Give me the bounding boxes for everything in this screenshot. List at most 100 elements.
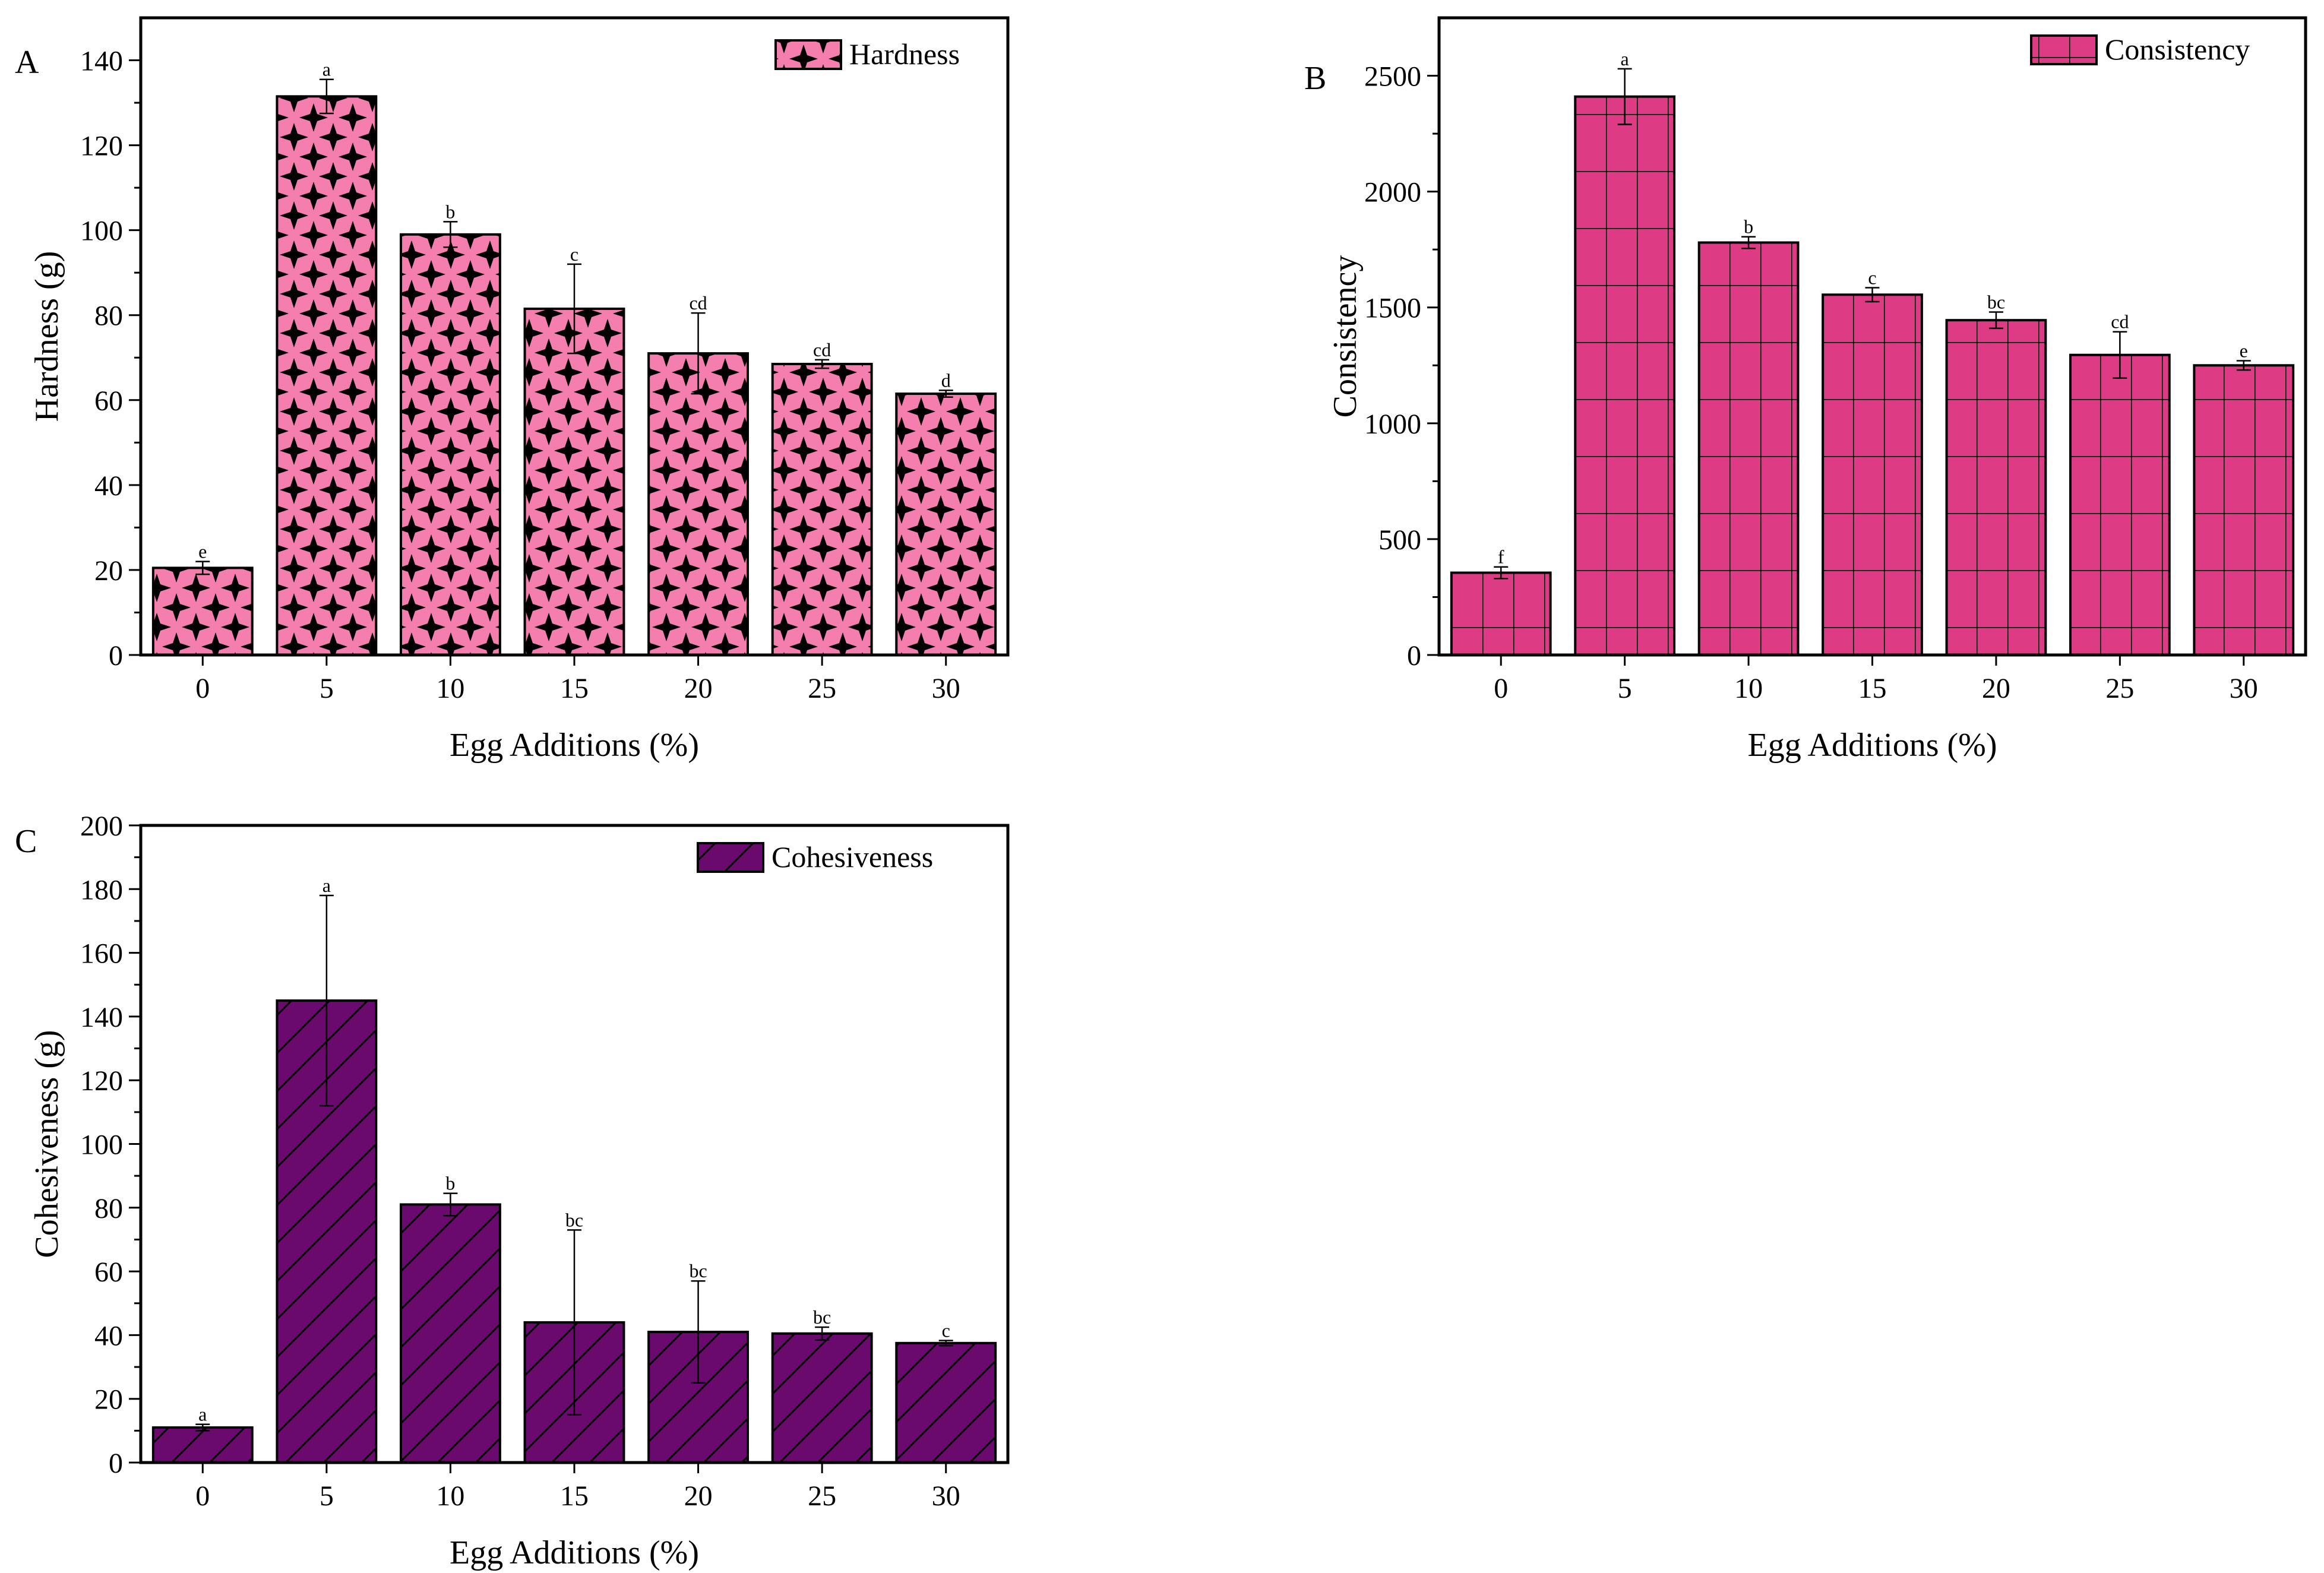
significance-label: e — [198, 541, 207, 562]
y-tick-label: 1500 — [1364, 293, 1421, 324]
x-tick-label: 0 — [195, 673, 210, 704]
significance-label: cd — [813, 339, 831, 360]
legend-swatch — [697, 842, 764, 873]
plot-frame — [139, 824, 1010, 1464]
x-tick-label: 0 — [195, 1480, 210, 1512]
x-tick-label: 5 — [1618, 673, 1632, 704]
significance-label: c — [1868, 267, 1876, 289]
legend-swatch — [2030, 34, 2098, 65]
y-tick-label: 20 — [94, 555, 123, 587]
x-tick-label: 30 — [932, 1480, 960, 1512]
bar — [2069, 353, 2171, 656]
panel-cohesiveness: Ca 0 a 5 b 10 bc 15 bc 20 bc 25 c 30 0 20 40 60 80 100 120 14… — [15, 811, 1010, 1571]
x-tick-label: 25 — [808, 673, 836, 704]
y-tick-label: 120 — [80, 131, 123, 162]
bar — [1945, 319, 2047, 656]
x-tick-label: 10 — [436, 1480, 464, 1512]
y-tick-label: 80 — [94, 1193, 123, 1224]
bar — [1450, 571, 1552, 657]
significance-label: bc — [813, 1306, 831, 1328]
bar — [771, 362, 873, 656]
x-axis-title: Egg Additions (%) — [1748, 727, 1997, 764]
significance-label: cd — [689, 292, 707, 314]
legend-label: Hardness — [849, 37, 960, 71]
y-tick-label: 120 — [80, 1065, 123, 1097]
x-tick-label: 0 — [1494, 673, 1508, 704]
y-tick-label: 60 — [94, 1256, 123, 1288]
significance-label: c — [942, 1320, 950, 1341]
significance-label: c — [570, 243, 578, 265]
significance-label: bc — [565, 1209, 583, 1230]
significance-label: b — [1744, 216, 1753, 238]
significance-label: f — [1498, 546, 1504, 568]
y-tick-label: 1000 — [1364, 409, 1421, 440]
y-axis-title: Cohesiveness (g) — [29, 1030, 65, 1258]
x-tick-label: 15 — [560, 673, 589, 704]
y-tick-label: 100 — [80, 216, 123, 247]
y-tick-label: 180 — [80, 874, 123, 906]
bar — [151, 1426, 254, 1464]
significance-label: b — [445, 1173, 455, 1194]
x-tick-label: 5 — [320, 673, 334, 704]
significance-label: cd — [2111, 311, 2129, 333]
x-tick-label: 25 — [2105, 673, 2134, 704]
legend-swatch — [774, 39, 842, 70]
bar — [276, 95, 378, 656]
x-tick-label: 20 — [684, 673, 713, 704]
y-tick-label: 100 — [80, 1129, 123, 1161]
bar — [1574, 95, 1676, 657]
significance-label: a — [322, 59, 331, 80]
bar — [895, 1341, 997, 1464]
legend-label: Cohesiveness — [771, 840, 933, 873]
y-tick-label: 2000 — [1364, 177, 1421, 208]
x-tick-label: 20 — [684, 1480, 713, 1512]
y-tick-label: 500 — [1378, 524, 1421, 556]
y-tick-label: 2500 — [1364, 61, 1421, 93]
y-tick-label: 140 — [80, 1002, 123, 1033]
x-tick-label: 10 — [1734, 673, 1763, 704]
y-tick-label: 60 — [94, 385, 123, 417]
x-axis-title: Egg Additions (%) — [450, 1534, 699, 1571]
x-axis-title: Egg Additions (%) — [450, 727, 699, 764]
bar — [151, 566, 254, 657]
significance-label: a — [322, 875, 331, 896]
bar — [400, 233, 501, 656]
significance-label: bc — [1987, 292, 2005, 313]
panel-label: C — [15, 823, 37, 860]
x-tick-label: 30 — [2230, 673, 2258, 704]
panel-consistency: Bf 0 a 5 b 10 c 15 bc 20 cd 25 e 30 0 500 1000 1500 2000 25… — [1304, 16, 2307, 764]
legend-label: Consistency — [2105, 33, 2250, 66]
x-tick-label: 25 — [808, 1480, 836, 1512]
y-tick-label: 40 — [94, 470, 123, 502]
plot-frame — [1437, 16, 2307, 657]
significance-label: a — [198, 1404, 207, 1425]
bar — [2193, 364, 2295, 656]
y-axis-title: Hardness (g) — [29, 251, 65, 422]
significance-label: d — [941, 369, 951, 391]
x-tick-label: 30 — [932, 673, 960, 704]
significance-label: e — [2240, 340, 2248, 361]
significance-label: bc — [689, 1260, 707, 1281]
x-tick-label: 5 — [320, 1480, 334, 1512]
bar — [895, 393, 997, 656]
y-tick-label: 40 — [94, 1320, 123, 1352]
bar — [647, 352, 749, 656]
y-tick-label: 0 — [1407, 640, 1421, 672]
panel-label: B — [1304, 60, 1326, 97]
x-tick-label: 20 — [1982, 673, 2010, 704]
panel-hardness: Ae 0 a 5 b 10 c 15 cd 20 cd 25 d 30 0 20 40 60 80 100 120 140… — [15, 16, 1010, 764]
panel-label: A — [15, 44, 39, 81]
y-tick-label: 160 — [80, 938, 123, 970]
y-tick-label: 140 — [80, 46, 123, 77]
bar — [1697, 241, 1800, 656]
y-tick-label: 200 — [80, 811, 123, 842]
y-tick-label: 0 — [109, 1448, 123, 1479]
x-tick-label: 15 — [1858, 673, 1887, 704]
y-tick-label: 20 — [94, 1384, 123, 1416]
y-tick-label: 80 — [94, 300, 123, 332]
bar — [400, 1203, 501, 1464]
bar — [1822, 293, 1923, 656]
bar — [771, 1332, 873, 1464]
plot-frame — [139, 16, 1010, 657]
